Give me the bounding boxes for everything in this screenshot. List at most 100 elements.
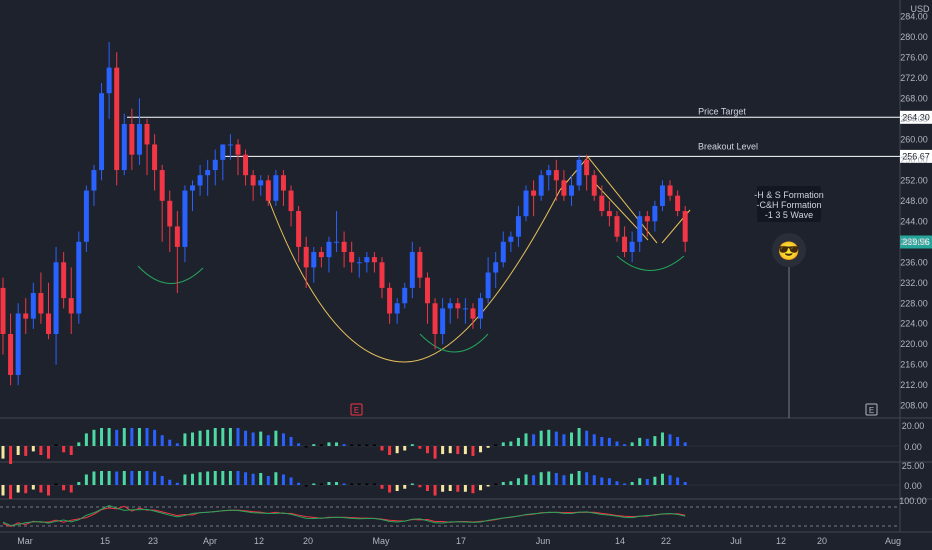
histogram-bar — [683, 482, 687, 485]
candle-body — [159, 170, 165, 201]
candle-body — [379, 262, 385, 288]
candle-body — [99, 93, 105, 171]
histogram-bar — [160, 476, 164, 485]
histogram-bar — [630, 482, 634, 485]
histogram-bar — [539, 430, 543, 446]
time-tick-label: 15 — [100, 536, 110, 546]
histogram-bar — [630, 442, 634, 446]
histogram-bar — [274, 430, 278, 446]
annotation-callout: -H & S Formation -C&H Formation -1 3 5 W… — [754, 186, 824, 418]
histogram-bar — [433, 485, 437, 496]
histogram-bar — [448, 485, 452, 491]
candle-body — [91, 170, 97, 191]
histogram-bar — [501, 482, 505, 485]
histogram-bar — [335, 442, 339, 446]
candle-body — [553, 170, 559, 181]
earnings-marker-upcoming[interactable]: E — [865, 403, 878, 416]
histogram-bar — [516, 437, 520, 446]
histogram-bar — [183, 474, 187, 485]
histogram-bar — [213, 471, 217, 485]
candle-body — [129, 123, 135, 155]
histogram-bar — [441, 485, 445, 492]
histogram-bar — [486, 446, 490, 448]
histogram-bar — [365, 444, 369, 446]
histogram-bar — [372, 444, 376, 446]
histogram-bar — [425, 446, 429, 454]
histogram-bar — [357, 444, 361, 446]
osc-line-fast — [2, 505, 686, 528]
histogram-bar — [494, 483, 498, 485]
handle-line-a — [559, 156, 658, 244]
histogram-bar — [175, 443, 179, 446]
candle-body — [45, 313, 51, 334]
price-tick-label: 248.00 — [900, 196, 928, 206]
time-axis[interactable]: Mar 15 23 Apr 12 20 May 17 Jun 14 22 Jul 12 20 Aug — [17, 536, 901, 546]
price-tick-label: 244.00 — [900, 216, 928, 226]
price-tick-label: 216.00 — [900, 360, 928, 370]
candle-body — [622, 236, 628, 253]
histogram-bar — [319, 444, 323, 446]
price-axis[interactable]: 284.00 280.00 276.00 272.00 268.00 264.00 260.… — [900, 11, 928, 410]
candle-body — [280, 175, 286, 191]
histogram-bar — [509, 481, 513, 485]
candle-body — [288, 190, 294, 212]
histogram-bar — [615, 441, 619, 446]
candle-body — [235, 144, 241, 155]
histogram-bar — [532, 475, 536, 485]
histogram-bar — [251, 432, 255, 446]
histogram-bar — [418, 485, 422, 488]
histogram-bar — [638, 478, 642, 485]
candle-body — [83, 190, 89, 242]
head-curve — [419, 333, 489, 353]
candle-body — [334, 241, 340, 243]
candle-body — [599, 195, 605, 212]
candle-body — [531, 190, 537, 196]
histogram-bar — [77, 482, 81, 485]
oscillator-pane — [0, 504, 900, 528]
candle-body — [212, 159, 218, 171]
candle-body — [387, 287, 393, 314]
earnings-marker-box — [865, 403, 878, 416]
candle-body — [356, 262, 362, 264]
candle-body — [478, 298, 484, 319]
earnings-marker[interactable]: E — [350, 403, 363, 416]
time-tick-label: 17 — [456, 536, 466, 546]
histogram-bar — [388, 485, 392, 493]
candle-body — [364, 257, 370, 263]
histogram-bar — [62, 485, 66, 491]
price-target-tag — [900, 110, 932, 124]
price-tick-label: 264.00 — [900, 114, 928, 124]
histogram-bar — [380, 485, 384, 489]
histogram-bar — [585, 430, 589, 446]
osc-line-slow — [2, 504, 686, 526]
histogram-bar — [1, 446, 5, 459]
histogram-bar — [221, 471, 225, 485]
time-tick-label: Aug — [885, 536, 901, 546]
price-tick-label: 220.00 — [900, 339, 928, 349]
histogram-bar — [350, 444, 354, 446]
price-tick-label: 224.00 — [900, 319, 928, 329]
histogram-bar — [335, 482, 339, 485]
candle-body — [440, 308, 446, 334]
histogram-bar — [479, 485, 483, 491]
time-tick-label: 12 — [254, 536, 264, 546]
hist2-label-zero: 0.00 — [904, 481, 922, 491]
histogram-bar — [562, 475, 566, 485]
candle-body — [8, 333, 14, 375]
candle-body — [227, 144, 233, 146]
candle-body — [462, 308, 468, 310]
price-tick-label: 260.00 — [900, 134, 928, 144]
sunglasses-emoji-icon: 😎 — [778, 241, 800, 261]
candle-body — [106, 67, 112, 94]
histogram-bar — [433, 446, 437, 459]
time-tick-label: Jul — [730, 536, 742, 546]
price-tick-label: 208.00 — [900, 401, 928, 411]
histogram-bar — [100, 471, 104, 485]
histogram-bar — [327, 482, 331, 485]
histogram-bar — [77, 442, 81, 446]
price-tick-label: 280.00 — [900, 32, 928, 42]
histogram-bar — [206, 471, 210, 485]
histogram-bar — [683, 442, 687, 446]
osc-label-top: 100.00 — [899, 496, 927, 506]
